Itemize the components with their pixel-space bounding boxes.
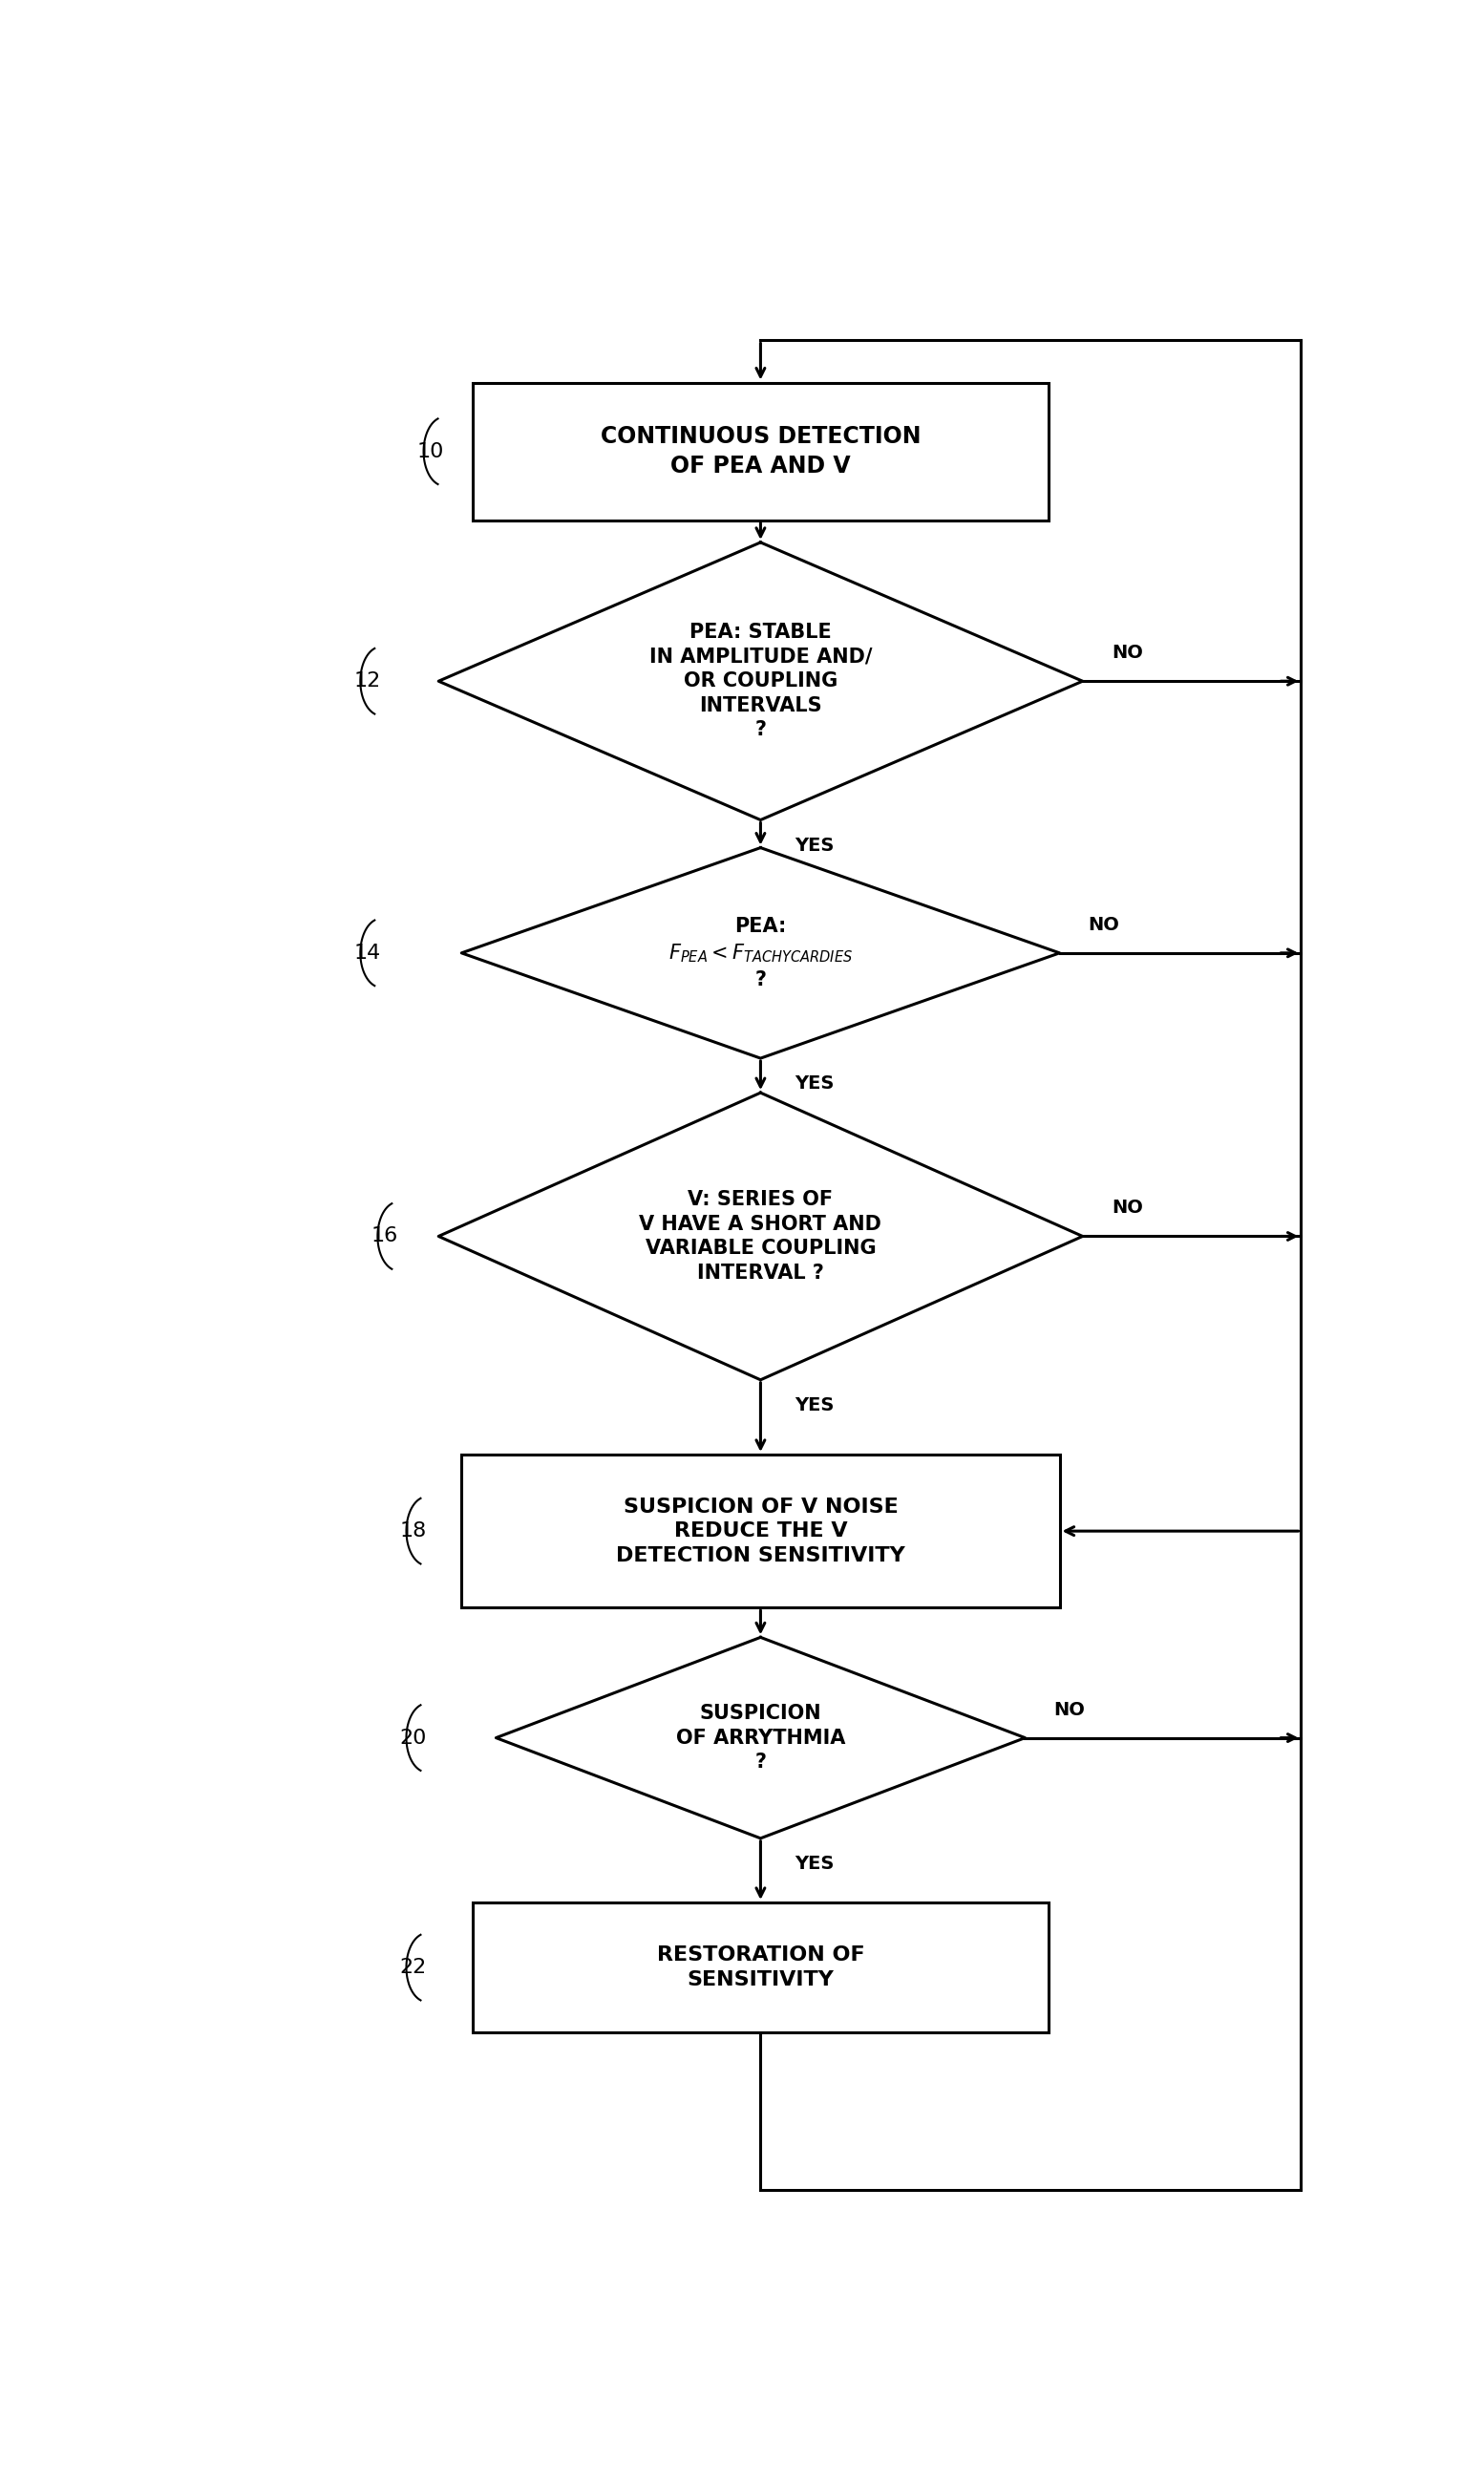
Text: SUSPICION OF V NOISE
REDUCE THE V
DETECTION SENSITIVITY: SUSPICION OF V NOISE REDUCE THE V DETECT… xyxy=(616,1497,905,1566)
Text: 18: 18 xyxy=(399,1521,427,1541)
Text: NO: NO xyxy=(1054,1700,1085,1718)
Text: 16: 16 xyxy=(371,1226,398,1245)
FancyBboxPatch shape xyxy=(473,383,1048,520)
Text: 10: 10 xyxy=(417,443,444,460)
Text: YES: YES xyxy=(795,1855,834,1872)
Text: YES: YES xyxy=(795,1074,834,1094)
Text: RESTORATION OF
SENSITIVITY: RESTORATION OF SENSITIVITY xyxy=(656,1947,865,1989)
Text: NO: NO xyxy=(1112,644,1143,661)
Text: 20: 20 xyxy=(399,1728,427,1748)
Text: YES: YES xyxy=(795,835,834,855)
Text: V: SERIES OF
V HAVE A SHORT AND
VARIABLE COUPLING
INTERVAL ?: V: SERIES OF V HAVE A SHORT AND VARIABLE… xyxy=(640,1191,881,1283)
Polygon shape xyxy=(496,1638,1025,1837)
Text: SUSPICION
OF ARRYTHMIA
?: SUSPICION OF ARRYTHMIA ? xyxy=(675,1703,846,1773)
Text: PEA:
$F_{PEA} < F_{TACHYCARDIES}$
?: PEA: $F_{PEA} < F_{TACHYCARDIES}$ ? xyxy=(668,917,853,989)
Text: CONTINUOUS DETECTION
OF PEA AND V: CONTINUOUS DETECTION OF PEA AND V xyxy=(601,425,920,477)
Text: YES: YES xyxy=(795,1397,834,1415)
FancyBboxPatch shape xyxy=(473,1902,1048,2034)
Polygon shape xyxy=(462,848,1060,1059)
FancyBboxPatch shape xyxy=(462,1454,1060,1608)
Text: NO: NO xyxy=(1088,915,1120,935)
Text: PEA: STABLE
IN AMPLITUDE AND/
OR COUPLING
INTERVALS
?: PEA: STABLE IN AMPLITUDE AND/ OR COUPLIN… xyxy=(649,622,873,741)
Text: 14: 14 xyxy=(353,942,381,962)
Text: NO: NO xyxy=(1112,1198,1143,1218)
Polygon shape xyxy=(439,542,1083,820)
Text: 12: 12 xyxy=(353,671,381,691)
Text: 22: 22 xyxy=(399,1959,427,1976)
Polygon shape xyxy=(439,1094,1083,1380)
